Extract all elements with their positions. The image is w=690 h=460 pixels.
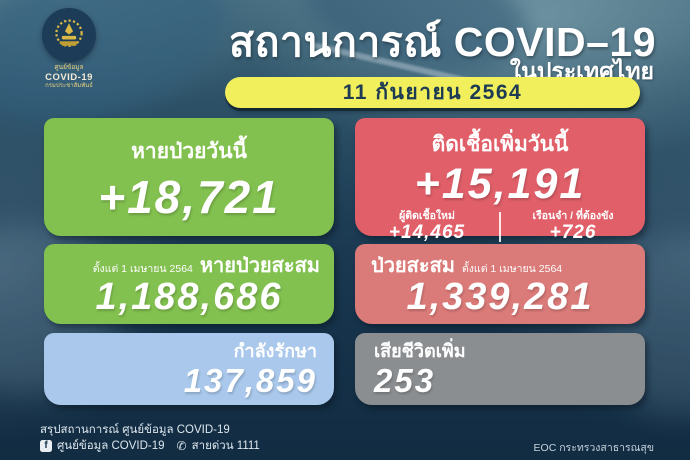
breakdown-divider (499, 211, 501, 242)
facebook-page-label: ศูนย์ข้อมูล COVID-19 (57, 440, 165, 452)
logo-text-line2: COVID-19 (45, 71, 93, 83)
card-new-deaths: เสียชีวิตเพิ่ม 253 (355, 333, 645, 405)
recovered-cumulative-value: 1,188,686 (95, 276, 283, 318)
date-banner: 11 กันยายน 2564 (225, 77, 640, 108)
recovered-today-label: หายป่วยวันนี้ (131, 140, 247, 163)
new-cases-breakdown: ผู้ติดเชื้อใหม่ +14,465 เรือนจำ / ที่ต้อ… (355, 210, 645, 244)
cases-cumulative-value: 1,339,281 (406, 276, 594, 318)
new-cases-value: +15,191 (414, 160, 586, 208)
phone-icon: ✆ (176, 439, 187, 453)
card-recovered-today: หายป่วยวันนี้ +18,721 (44, 118, 334, 236)
recovered-today-value: +18,721 (98, 171, 280, 223)
prd-emblem-icon (55, 19, 83, 47)
breakdown-prisons-value: +726 (549, 222, 597, 244)
cases-cumulative-header: ป่วยสะสม ตั้งแต่ 1 เมษายน 2564 (371, 255, 629, 277)
card-cases-cumulative: ป่วยสะสม ตั้งแต่ 1 เมษายน 2564 1,339,281 (355, 244, 645, 324)
logo-text-line3: กรมประชาสัมพันธ์ (45, 83, 93, 90)
page-title: สถานการณ์ COVID–19 (229, 19, 656, 65)
breakdown-new-infections: ผู้ติดเชื้อใหม่ +14,465 (355, 210, 499, 244)
cases-cumulative-label: ป่วยสะสม (371, 255, 455, 277)
footer-summary-text: สรุปสถานการณ์ ศูนย์ข้อมูล COVID-19 (40, 424, 230, 436)
hotline-label: สายด่วน 1111 (191, 440, 260, 452)
in-treatment-value: 137,859 (183, 361, 317, 399)
recovered-since-text: ตั้งแต่ 1 เมษายน 2564 (92, 263, 193, 275)
breakdown-new-infections-label: ผู้ติดเชื้อใหม่ (399, 210, 455, 222)
new-deaths-value: 253 (374, 361, 436, 399)
card-new-cases-today: ติดเชื้อเพิ่มวันนี้ +15,191 ผู้ติดเชื้อใ… (355, 118, 645, 243)
breakdown-prisons-label: เรือนจำ / ที่ต้องขัง (532, 210, 614, 222)
breakdown-new-infections-value: +14,465 (388, 222, 466, 244)
card-recovered-cumulative: ตั้งแต่ 1 เมษายน 2564 หายป่วยสะสม 1,188,… (44, 244, 334, 324)
logo-text-line1: ศูนย์ข้อมูล (54, 64, 84, 71)
logo-circle (42, 8, 96, 62)
card-in-treatment: กำลังรักษา 137,859 (44, 333, 334, 405)
footer-social-row: f ศูนย์ข้อมูล COVID-19 ✆ สายด่วน 1111 (40, 437, 260, 455)
cases-since-text: ตั้งแต่ 1 เมษายน 2564 (461, 263, 563, 275)
recovered-cumulative-label: หายป่วยสะสม (199, 255, 320, 277)
in-treatment-label: กำลังรักษา (233, 341, 317, 361)
facebook-icon: f (40, 440, 52, 452)
recovered-cumulative-header: ตั้งแต่ 1 เมษายน 2564 หายป่วยสะสม (58, 255, 320, 277)
eoc-credit-label: EOC กระทรวงสาธารณสุข (533, 442, 654, 454)
covid19-info-center-logo: ศูนย์ข้อมูล COVID-19 กรมประชาสัมพันธ์ (30, 8, 108, 91)
breakdown-prisons: เรือนจำ / ที่ต้องขัง +726 (501, 210, 645, 244)
new-cases-label: ติดเชื้อเพิ่มวันนี้ (431, 133, 569, 156)
new-deaths-label: เสียชีวิตเพิ่ม (374, 341, 466, 361)
